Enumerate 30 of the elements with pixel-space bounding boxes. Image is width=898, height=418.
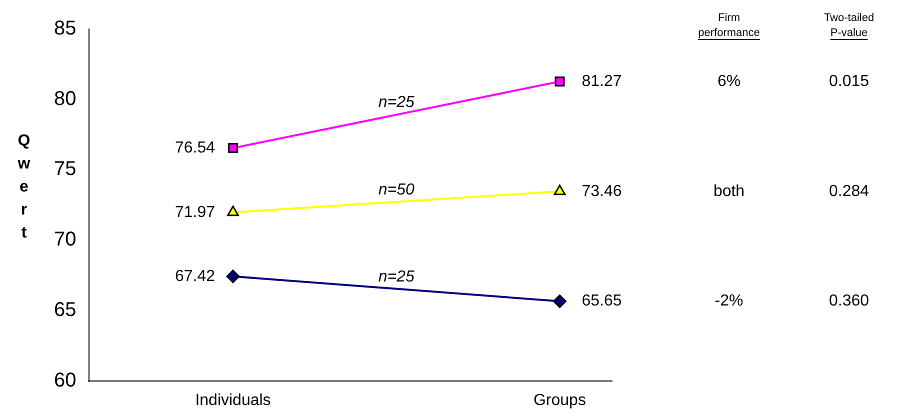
annotation: n=50 [378, 181, 414, 198]
y-tick-label: 85 [54, 18, 76, 40]
data-label: 65.65 [582, 292, 622, 310]
text: 0.284 [828, 182, 870, 200]
point [226, 270, 240, 284]
x-tick-label: Groups [533, 392, 586, 409]
point [228, 143, 238, 154]
data-label: 73.46 [582, 182, 622, 200]
text: 6% [717, 72, 741, 90]
text: -2% [714, 292, 744, 310]
data-label: 71.97 [174, 204, 216, 221]
point [554, 76, 565, 86]
annotation: n=25 [378, 268, 414, 286]
data-label: 76.54 [174, 139, 216, 156]
annotation: n=25 [378, 94, 414, 112]
y-tick-label: 65 [54, 298, 76, 321]
y-tick-label: 70 [54, 228, 76, 251]
x-tick-label: Individuals [195, 392, 271, 409]
y-tick-label: 75 [54, 158, 76, 180]
text: Firm performance [698, 12, 760, 40]
y-axis-title: Qwert [16, 132, 31, 242]
point [552, 294, 566, 308]
text: 0.360 [828, 292, 870, 310]
data-label: 81.27 [582, 72, 622, 90]
text: 0.015 [828, 72, 870, 90]
y-tick-label: 60 [54, 369, 76, 392]
y-tick-label: 80 [54, 88, 76, 110]
text: both [713, 182, 745, 200]
data-label: 67.42 [174, 268, 216, 285]
text: Two-tailed P-value [824, 12, 874, 40]
